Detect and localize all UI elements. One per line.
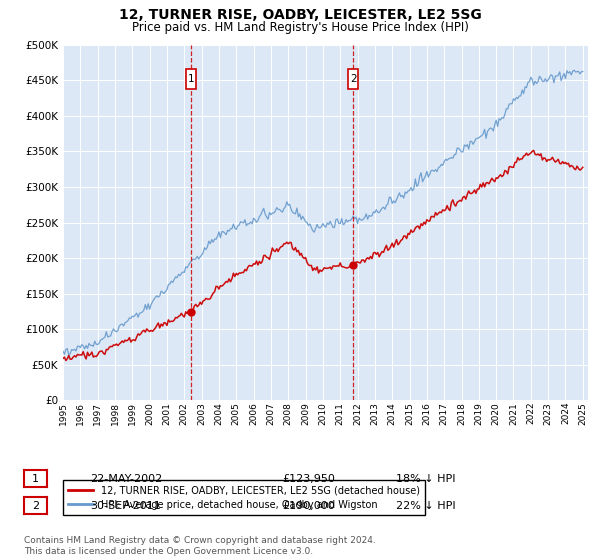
Text: 1: 1: [32, 474, 39, 484]
Text: Contains HM Land Registry data © Crown copyright and database right 2024.
This d: Contains HM Land Registry data © Crown c…: [24, 536, 376, 556]
Text: 12, TURNER RISE, OADBY, LEICESTER, LE2 5SG: 12, TURNER RISE, OADBY, LEICESTER, LE2 5…: [119, 8, 481, 22]
FancyBboxPatch shape: [349, 69, 358, 89]
Text: 2: 2: [32, 501, 39, 511]
Text: Price paid vs. HM Land Registry's House Price Index (HPI): Price paid vs. HM Land Registry's House …: [131, 21, 469, 34]
Text: 22% ↓ HPI: 22% ↓ HPI: [396, 501, 455, 511]
Text: £123,950: £123,950: [282, 474, 335, 484]
Text: 2: 2: [350, 74, 356, 84]
Legend: 12, TURNER RISE, OADBY, LEICESTER, LE2 5SG (detached house), HPI: Average price,: 12, TURNER RISE, OADBY, LEICESTER, LE2 5…: [62, 480, 425, 516]
Text: 22-MAY-2002: 22-MAY-2002: [90, 474, 162, 484]
Text: 1: 1: [188, 74, 194, 84]
Text: 18% ↓ HPI: 18% ↓ HPI: [396, 474, 455, 484]
FancyBboxPatch shape: [186, 69, 196, 89]
Text: 30-SEP-2011: 30-SEP-2011: [90, 501, 161, 511]
Text: £190,000: £190,000: [282, 501, 335, 511]
